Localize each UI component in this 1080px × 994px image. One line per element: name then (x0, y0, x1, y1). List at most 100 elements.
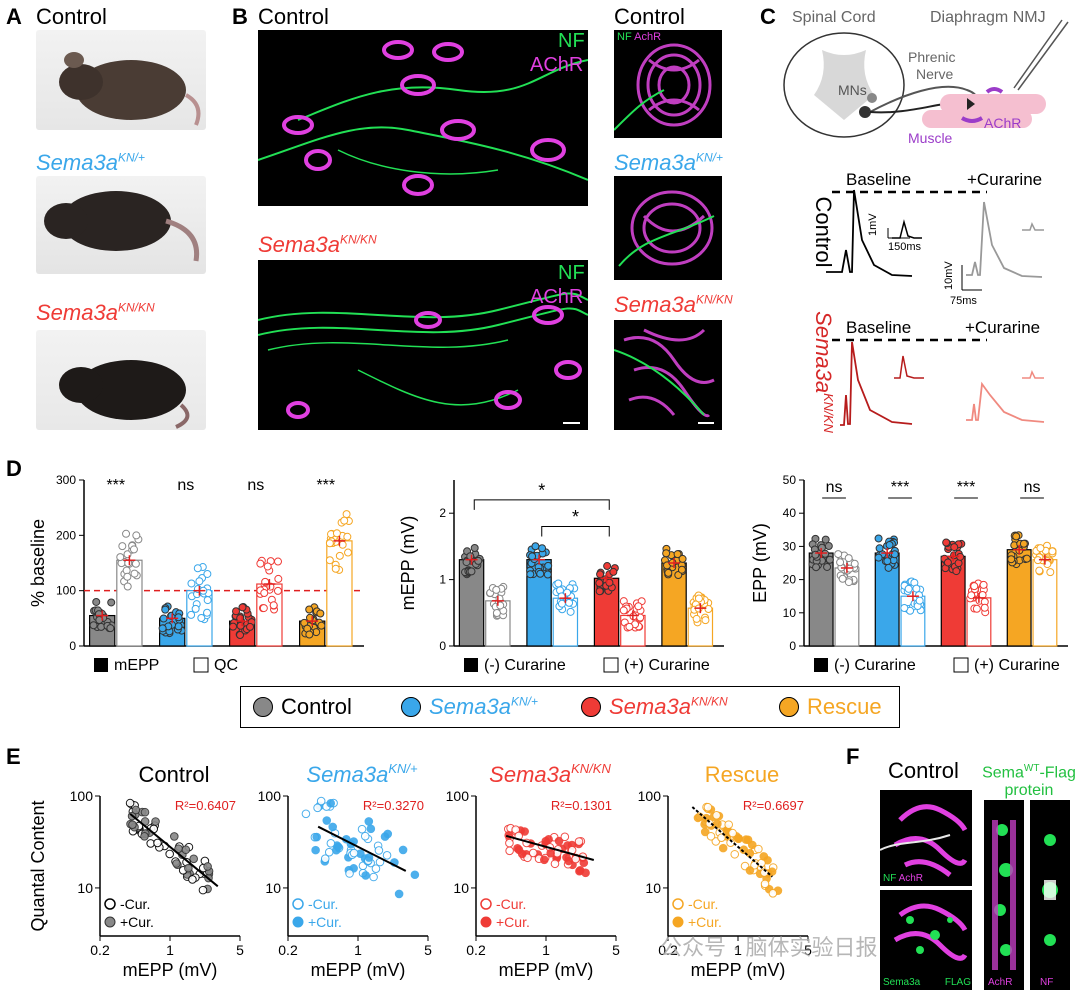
f-sema3a-flag-legend: Sema3a FLAG (883, 977, 971, 988)
data-point (979, 580, 988, 589)
ko-row-label: Sema3aKN/KN (811, 311, 836, 433)
data-point (517, 849, 527, 859)
micro-het-nmj (614, 176, 722, 280)
data-point (505, 846, 514, 856)
legend-label: (+) Curarine (624, 657, 710, 674)
data-point (541, 836, 551, 846)
legend-open-marker (292, 898, 304, 910)
y-tick-label: 10 (783, 606, 797, 620)
y-axis-label: EPP (mV) (752, 523, 770, 603)
data-point (236, 621, 245, 630)
data-point (132, 531, 141, 540)
data-point (181, 845, 191, 855)
data-point (821, 535, 830, 544)
data-point (730, 849, 740, 859)
y-tick-label: 10 (453, 880, 469, 896)
data-point (159, 614, 168, 623)
data-point (320, 854, 330, 864)
data-point (316, 609, 325, 618)
data-point (130, 569, 139, 578)
ko-baseline-mepp-trace (894, 355, 924, 379)
data-point (340, 516, 349, 525)
data-point (759, 852, 769, 861)
data-point (505, 838, 514, 848)
data-point (263, 562, 272, 571)
data-point (374, 846, 384, 855)
legend-filled-marker (104, 916, 116, 928)
data-point (246, 622, 255, 631)
significance-label: * (572, 507, 579, 527)
data-point (123, 572, 132, 581)
data-point (536, 569, 545, 578)
data-point (625, 622, 634, 631)
panel-b-label: B (232, 4, 248, 29)
data-point (357, 824, 367, 834)
data-point (317, 621, 326, 630)
data-point (269, 601, 278, 610)
data-point (890, 550, 899, 559)
legend-label: (+) Curarine (974, 657, 1060, 674)
y-tick-label: 10 (77, 880, 93, 896)
panel-f-label: F (846, 744, 860, 769)
data-point (193, 564, 202, 573)
muscle-label: Muscle (908, 130, 953, 146)
x-tick-label: 1 (734, 942, 742, 958)
data-point (543, 570, 552, 579)
data-point (760, 879, 770, 889)
data-point (531, 542, 540, 551)
data-point (595, 587, 604, 596)
control-curarine-epp-trace (966, 201, 1043, 278)
micro-f-sema3a-flag: Sema3a FLAG (880, 890, 972, 990)
muscle-fiber-1 (940, 94, 1046, 114)
chart-title: Rescue (705, 762, 780, 787)
panel-c-label: C (760, 4, 776, 29)
legend-filled-marker (292, 916, 304, 928)
ko-curarine-epp-trace (966, 381, 1045, 423)
panel-e-label: E (6, 744, 21, 769)
data-point (371, 864, 381, 873)
data-point (328, 822, 338, 832)
panel-a-het-caption: Sema3aKN/+ (36, 150, 145, 175)
data-point (1019, 539, 1028, 548)
chart-e3-ko: 0.2 1 5 10 100 mEPP (mV) Sema3aKN/KN R²=0.1301 -… (446, 761, 620, 980)
data-point (344, 548, 353, 557)
data-point (595, 579, 604, 588)
legend-swatch-filled (814, 658, 828, 672)
y-axis-label: % baseline (30, 519, 48, 607)
scale-75ms: 75ms (950, 295, 977, 307)
data-point (745, 848, 755, 858)
ko-curarine-label: +Curarine (965, 318, 1040, 337)
data-point (125, 798, 135, 808)
data-point (474, 556, 483, 565)
legend-label: (-) Curarine (484, 657, 566, 674)
data-point (834, 550, 843, 559)
data-point (326, 838, 336, 848)
significance-label: ns (826, 479, 843, 496)
ko-curarine-mepp-trace (1022, 370, 1044, 379)
data-point (312, 832, 322, 842)
data-point (361, 871, 370, 880)
data-point (301, 809, 311, 819)
legend-label: -Cur. (308, 896, 338, 912)
data-point (838, 574, 847, 583)
data-point (349, 848, 359, 858)
y-tick-label: 200 (56, 528, 76, 542)
data-point (188, 875, 197, 884)
data-point (174, 613, 183, 622)
f-strip-achr-label: AchR (988, 977, 1013, 988)
panel-d-label: D (6, 456, 22, 481)
data-point (1036, 544, 1045, 553)
scale-10mv: 10mV (943, 261, 955, 290)
data-point (470, 544, 479, 553)
data-point (912, 584, 921, 593)
control-baseline-epp-trace (826, 189, 913, 277)
data-point (677, 565, 686, 574)
data-point (311, 845, 320, 855)
legend-swatch-open (953, 657, 969, 673)
data-point (203, 569, 212, 578)
data-point (704, 605, 713, 614)
data-point (874, 553, 883, 562)
legend-open-marker (672, 898, 684, 910)
micro-control-overview (258, 30, 588, 206)
data-point (273, 586, 282, 595)
